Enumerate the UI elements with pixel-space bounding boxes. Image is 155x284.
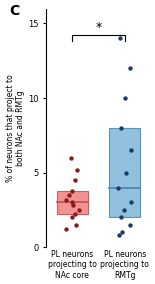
Point (118, 36, 121, 41)
Point (129, 66, 132, 70)
Text: C: C (10, 4, 20, 18)
Point (130, 148, 132, 153)
Point (125, 170, 127, 175)
Point (68, 193, 70, 197)
Point (120, 215, 122, 220)
Point (120, 126, 122, 130)
Y-axis label: % of neurons that project to
both NAc and RMTg: % of neurons that project to both NAc an… (6, 74, 25, 182)
Point (124, 96, 127, 100)
Point (129, 200, 132, 205)
Point (65, 197, 68, 202)
Point (74, 212, 77, 217)
Point (74, 178, 76, 182)
Point (75, 223, 78, 227)
Point (71, 188, 74, 193)
Point (69, 155, 72, 160)
Point (72, 203, 74, 208)
Point (129, 223, 132, 227)
FancyBboxPatch shape (57, 191, 88, 214)
Point (71, 200, 74, 205)
Point (120, 230, 123, 235)
Point (117, 185, 119, 190)
Point (70, 215, 73, 220)
Point (78, 208, 80, 212)
Point (65, 227, 68, 232)
Point (117, 233, 120, 238)
Point (123, 208, 125, 212)
Point (75, 167, 78, 172)
FancyBboxPatch shape (109, 128, 140, 218)
Text: *: * (95, 21, 102, 34)
